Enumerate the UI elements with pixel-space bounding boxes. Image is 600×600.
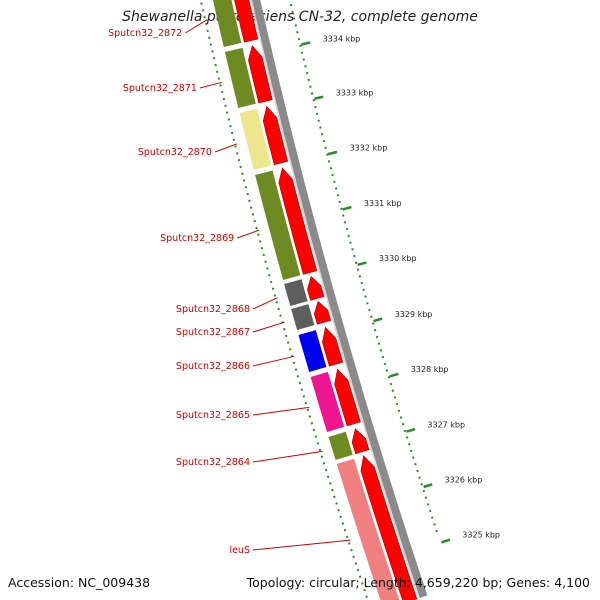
inner-dotted-ring (200, 2, 369, 600)
kbp-tick-label: 3333 kbp (336, 89, 374, 98)
gene-label-Sputcn32_2869: Sputcn32_2869 (160, 233, 234, 244)
map-title: Shewanella putrefaciens CN-32, complete … (122, 9, 478, 25)
kbp-tick-mark (423, 483, 433, 489)
kbp-tick-mark (389, 372, 399, 378)
cog-block-leuS (336, 458, 400, 600)
cds-arrow-Sputcn32_2866 (322, 326, 344, 367)
gene-label-Sputcn32_2866: Sputcn32_2866 (176, 361, 250, 372)
kbp-tick-mark (301, 41, 311, 46)
gene-leader-Sputcn32_2866 (252, 355, 295, 367)
cog-block-Sputcn32_2864 (328, 431, 353, 460)
cog-block-Sputcn32_2867 (291, 304, 315, 330)
kbp-tick-mark (342, 205, 352, 211)
kbp-tick-mark (327, 150, 338, 156)
kbp-tick-mark (314, 95, 324, 101)
cog-block-Sputcn32_2870 (239, 108, 272, 170)
gene-label-Sputcn32_2871: Sputcn32_2871 (123, 83, 197, 94)
kbp-tick-label: 3331 kbp (364, 199, 402, 208)
cog-block-Sputcn32_2871 (224, 47, 256, 108)
kbp-tick-label: 3327 kbp (427, 420, 465, 429)
gene-leader-Sputcn32_2864 (252, 450, 323, 463)
cds-arrow-Sputcn32_2868 (307, 275, 325, 301)
gene-label-Sputcn32_2864: Sputcn32_2864 (176, 457, 250, 468)
gene-label-Sputcn32_2870: Sputcn32_2870 (138, 147, 212, 158)
gene-leader-Sputcn32_2865 (252, 406, 310, 416)
gene-label-Sputcn32_2868: Sputcn32_2868 (176, 304, 250, 315)
cds-arrow-Sputcn32_2872 (234, 0, 259, 43)
kbp-tick-mark (406, 427, 416, 433)
cds-arrow-Sputcn32_2865 (334, 368, 361, 427)
cds-arrow-Sputcn32_2870 (262, 105, 289, 166)
gene-leader-Sputcn32_2867 (252, 321, 285, 333)
gene-label-Sputcn32_2867: Sputcn32_2867 (176, 327, 250, 338)
cog-block-Sputcn32_2868 (284, 279, 308, 306)
kbp-tick-label: 3329 kbp (395, 310, 433, 319)
kbp-tick-label: 3332 kbp (350, 144, 388, 153)
kbp-tick-label: 3325 kbp (462, 531, 500, 540)
gene-leader-Sputcn32_2869 (237, 229, 260, 239)
gene-leader-Sputcn32_2868 (252, 297, 278, 310)
cog-block-Sputcn32_2865 (310, 371, 345, 432)
cog-block-Sputcn32_2866 (298, 330, 327, 372)
sequence-backbone (251, 0, 428, 598)
gene-label-Sputcn32_2872: Sputcn32_2872 (108, 28, 182, 39)
accession-label: Accession: NC_009438 (8, 575, 151, 590)
gene-leader-Sputcn32_2872 (184, 19, 208, 34)
gene-label-Sputcn32_2865: Sputcn32_2865 (176, 410, 250, 421)
kbp-tick-label: 3334 kbp (323, 35, 361, 44)
cds-arrow-Sputcn32_2869 (278, 167, 318, 275)
kbp-tick-mark (357, 261, 367, 267)
kbp-tick-label: 3326 kbp (445, 475, 483, 484)
gene-leader-leuS (252, 539, 351, 551)
kbp-tick-mark (441, 538, 451, 544)
cog-block-Sputcn32_2872 (212, 0, 242, 47)
kbp-tick-label: 3330 kbp (379, 254, 417, 263)
cds-arrow-leuS (360, 455, 418, 600)
cds-arrow-Sputcn32_2871 (248, 44, 273, 104)
kbp-tick-mark (373, 317, 383, 323)
cds-arrow-Sputcn32_2864 (351, 428, 370, 455)
gene-leader-Sputcn32_2870 (214, 143, 238, 153)
cds-arrow-Sputcn32_2867 (313, 300, 332, 325)
gene-leader-Sputcn32_2871 (199, 81, 223, 89)
kbp-tick-label: 3328 kbp (411, 365, 449, 374)
gene-label-leuS: leuS (229, 545, 250, 556)
genome-summary: Topology: circular; Length: 4,659,220 bp… (246, 575, 590, 590)
cog-block-Sputcn32_2869 (255, 170, 301, 280)
